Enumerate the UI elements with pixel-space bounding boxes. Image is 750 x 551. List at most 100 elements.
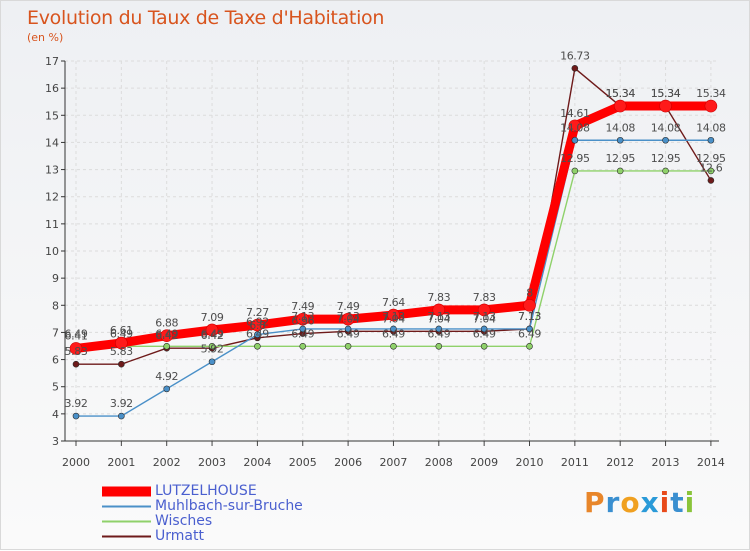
brand-letter: o xyxy=(620,486,641,519)
brand-letter: i xyxy=(684,486,696,519)
data-point-urmatt xyxy=(707,177,715,184)
data-label: 6.49 xyxy=(518,327,541,340)
data-label: 6.49 xyxy=(201,327,224,340)
data-point-muhlbach-sur-bruche xyxy=(571,136,579,144)
data-point-lutzelhouse xyxy=(613,99,627,113)
y-tick-label: 14 xyxy=(45,136,59,149)
data-point-lutzelhouse xyxy=(160,329,173,342)
data-point-muhlbach-sur-bruche xyxy=(662,136,669,144)
brand-letter: r xyxy=(605,486,621,519)
data-label: 7.04 xyxy=(382,312,405,325)
brand-letter: i xyxy=(659,486,671,519)
data-label: 14.08 xyxy=(651,121,681,134)
data-point-muhlbach-sur-bruche xyxy=(390,325,397,333)
data-point-lutzelhouse xyxy=(523,298,536,312)
legend-label: LUTZELHOUSE xyxy=(155,483,257,499)
data-label: 15.34 xyxy=(696,87,726,100)
data-label: 7.04 xyxy=(337,312,360,325)
legend-item: Wisches xyxy=(99,514,399,529)
data-label: 7.04 xyxy=(427,312,450,325)
data-point-wisches xyxy=(299,342,307,350)
data-point-wisches xyxy=(707,167,715,175)
brand-letter: x xyxy=(640,486,660,519)
data-label: 7.13 xyxy=(518,310,541,323)
data-point-lutzelhouse xyxy=(659,99,672,113)
legend-item: Urmatt xyxy=(99,529,399,544)
data-label: 12.95 xyxy=(605,152,635,165)
legend-swatch xyxy=(102,486,151,497)
data-point-muhlbach-sur-bruche xyxy=(118,412,125,420)
data-label: 5.83 xyxy=(65,345,88,358)
data-point-lutzelhouse xyxy=(704,99,718,113)
data-label: 6.49 xyxy=(382,327,405,340)
data-label: 7.13 xyxy=(427,310,450,323)
data-label: 12.95 xyxy=(651,152,681,165)
data-label: 7.09 xyxy=(201,311,224,324)
x-tick-label: 2013 xyxy=(652,456,680,469)
data-point-muhlbach-sur-bruche xyxy=(208,358,216,366)
x-tick-label: 2003 xyxy=(198,456,226,469)
data-label: 7.04 xyxy=(473,312,496,325)
data-label: 6.49 xyxy=(337,327,360,340)
data-point-lutzelhouse xyxy=(341,312,355,326)
data-point-muhlbach-sur-bruche xyxy=(707,136,715,144)
data-label: 7.49 xyxy=(337,300,360,313)
x-tick-label: 2007 xyxy=(379,456,407,469)
y-tick-label: 15 xyxy=(45,109,59,122)
data-label: 3.92 xyxy=(65,397,88,410)
x-tick-label: 2005 xyxy=(289,456,317,469)
data-label: 6.42 xyxy=(201,329,224,342)
data-point-lutzelhouse xyxy=(69,342,83,355)
data-label: 7.83 xyxy=(473,291,496,304)
y-tick-label: 11 xyxy=(45,218,59,231)
data-label: 6.61 xyxy=(110,324,133,337)
data-point-wisches xyxy=(344,342,352,350)
data-point-wisches xyxy=(208,342,216,350)
data-label: 7.13 xyxy=(291,310,314,323)
data-label: 6.49 xyxy=(246,327,269,340)
chart-subtitle: (en %) xyxy=(27,31,64,44)
y-tick-label: 12 xyxy=(45,191,59,204)
data-label: 7.13 xyxy=(518,310,541,323)
data-label: 14.61 xyxy=(560,107,590,120)
brand-letter: t xyxy=(670,486,685,519)
data-point-muhlbach-sur-bruche xyxy=(616,136,624,144)
data-label: 6.41 xyxy=(65,329,88,342)
data-point-wisches xyxy=(390,342,397,350)
data-point-urmatt xyxy=(118,360,125,368)
x-tick-label: 2004 xyxy=(243,456,271,469)
proxiti-logo: Proxiti xyxy=(584,486,695,519)
data-label: 6.96 xyxy=(291,315,314,328)
chart-title: Evolution du Taux de Taxe d'Habitation xyxy=(27,7,385,29)
data-point-muhlbach-sur-bruche xyxy=(344,325,352,333)
data-label: 6.49 xyxy=(65,327,88,340)
data-label: 6.49 xyxy=(291,327,314,340)
data-label: 6.49 xyxy=(473,327,496,340)
y-tick-label: 7 xyxy=(52,326,59,339)
legend-swatch xyxy=(102,535,151,538)
x-tick-label: 2002 xyxy=(153,456,181,469)
data-label: 7.13 xyxy=(382,310,405,323)
data-point-wisches xyxy=(662,167,669,175)
x-tick-label: 2009 xyxy=(470,456,498,469)
y-tick-label: 4 xyxy=(52,408,59,421)
legend-item: LUTZELHOUSE xyxy=(99,484,399,499)
data-point-lutzelhouse xyxy=(115,336,128,350)
legend-label: Muhlbach-sur-Bruche xyxy=(155,498,303,514)
data-point-lutzelhouse xyxy=(251,318,264,332)
data-label: 6.49 xyxy=(155,327,178,340)
data-point-lutzelhouse xyxy=(205,323,219,337)
data-label: 6.88 xyxy=(155,317,178,330)
y-tick-label: 9 xyxy=(52,272,59,285)
data-point-wisches xyxy=(616,167,624,175)
data-label: 12.95 xyxy=(560,152,590,165)
data-point-lutzelhouse xyxy=(296,312,310,326)
data-label: 15.34 xyxy=(651,87,681,100)
data-point-lutzelhouse xyxy=(432,303,446,317)
data-point-urmatt xyxy=(571,65,579,72)
data-point-wisches xyxy=(526,342,533,350)
data-label: 8 xyxy=(526,286,533,299)
x-tick-label: 2011 xyxy=(561,456,589,469)
